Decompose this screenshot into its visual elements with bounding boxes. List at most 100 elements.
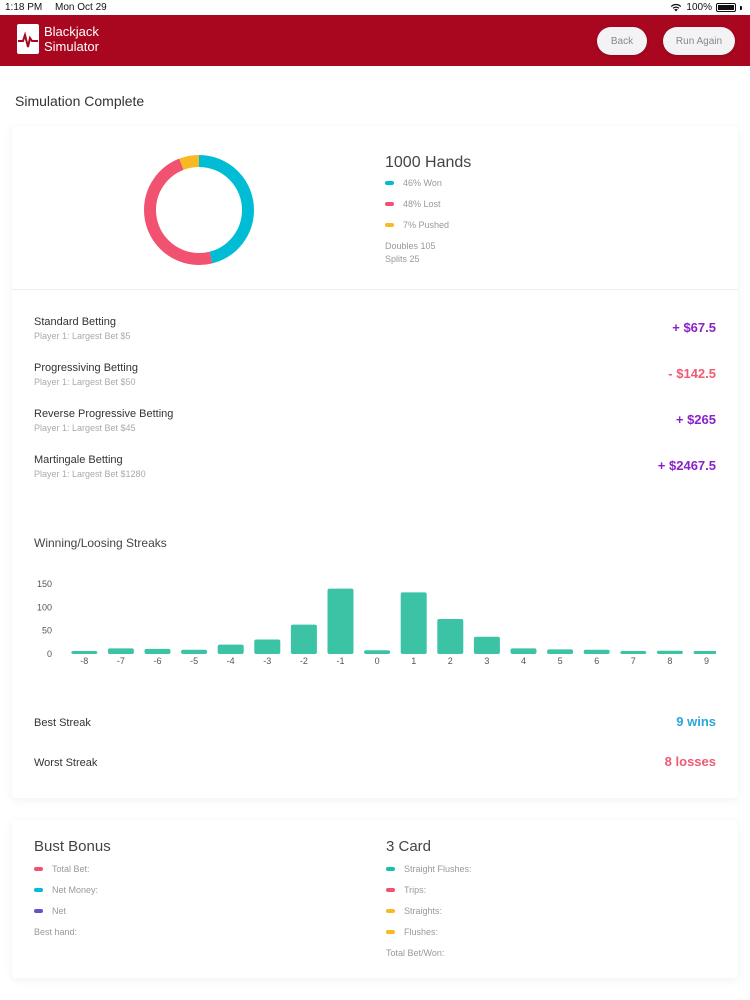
- streak-bar: [400, 592, 427, 654]
- best-streak-label: Best Streak: [34, 717, 91, 729]
- status-time: 1:18 PM: [5, 2, 43, 13]
- bust-bonus-net-money: Net Money:: [34, 885, 98, 895]
- x-tick-label: 4: [521, 656, 526, 666]
- x-tick-label: 8: [667, 656, 672, 666]
- x-tick-label: -5: [190, 656, 198, 666]
- streak-bar: [693, 651, 716, 654]
- worst-streak-row: Worst Streak 8 losses: [34, 754, 716, 774]
- bet-amount: + $265: [675, 412, 716, 427]
- bet-amount: + $2467.5: [657, 458, 716, 473]
- streak-bar: [71, 651, 98, 654]
- streak-bar: [364, 650, 391, 654]
- app-logo: Blackjack Simulator: [16, 23, 99, 55]
- bet-subtitle: Player 1: Largest Bet $50: [34, 377, 136, 387]
- x-tick-label: 0: [375, 656, 380, 666]
- streaks-bar-chart: 150 100 50 0 -8 -7 -6 -5 -4 -3 -2 -1 0 1 2 3 4 5 6 7 8 9: [37, 579, 716, 666]
- app-header: Blackjack Simulator Back Run Again: [0, 15, 750, 66]
- streak-bar: [217, 644, 244, 654]
- status-bar: 1:18 PM Mon Oct 29 100%: [0, 0, 750, 15]
- back-button[interactable]: Back: [597, 27, 647, 55]
- x-tick-label: 6: [594, 656, 599, 666]
- total-bet-swatch: [34, 867, 43, 871]
- streak-bar: [437, 619, 464, 654]
- three-card-title: 3 Card: [386, 838, 432, 855]
- three-card-straight-flushes: Straight Flushes:: [386, 864, 472, 874]
- x-tick-label: -7: [117, 656, 125, 666]
- brand-line-1: Blackjack: [44, 24, 99, 39]
- won-swatch: [385, 181, 394, 185]
- bet-name: Progressiving Betting: [34, 362, 138, 374]
- bet-subtitle: Player 1: Largest Bet $1280: [34, 469, 146, 479]
- doubles-count: Doubles 105: [385, 241, 436, 251]
- y-tick-label: 100: [37, 602, 52, 612]
- trips-swatch: [386, 888, 395, 892]
- section-divider: [12, 289, 738, 290]
- x-tick-label: 7: [631, 656, 636, 666]
- net-money-swatch: [34, 888, 43, 892]
- streaks-title: Winning/Loosing Streaks: [34, 536, 167, 550]
- trips-label: Trips:: [404, 885, 427, 895]
- streak-bar: [290, 624, 317, 654]
- bet-name: Reverse Progressive Betting: [34, 408, 174, 420]
- net-money-label: Net Money:: [52, 885, 99, 895]
- splits-count: Splits 25: [385, 254, 420, 264]
- lost-segment: [144, 155, 254, 265]
- won-label: 46% Won: [403, 178, 442, 188]
- pushed-swatch: [385, 223, 394, 227]
- bet-name: Martingale Betting: [34, 454, 123, 466]
- hands-title: 1000 Hands: [385, 154, 472, 171]
- betting-row-reverse-progressive: Reverse Progressive Betting Player 1: La…: [34, 408, 716, 438]
- straights-swatch: [386, 909, 395, 913]
- x-tick-label: 9: [704, 656, 709, 666]
- three-card-straights: Straights:: [386, 906, 442, 916]
- flushes-swatch: [386, 930, 395, 934]
- x-tick-label: -1: [336, 656, 344, 666]
- x-tick-label: -4: [227, 656, 235, 666]
- total-bet-label: Total Bet:: [52, 864, 90, 874]
- streak-bar: [181, 649, 208, 654]
- best-streak-value: 9 wins: [676, 714, 716, 729]
- streak-bar: [510, 648, 537, 654]
- bet-amount: + $67.5: [672, 320, 716, 335]
- run-again-button[interactable]: Run Again: [663, 27, 735, 55]
- bust-bonus-total-bet: Total Bet:: [34, 864, 90, 874]
- x-tick-label: 5: [558, 656, 563, 666]
- battery-percent: 100%: [686, 2, 712, 13]
- betting-row-standard: Standard Betting Player 1: Largest Bet $…: [34, 316, 716, 346]
- streak-bar: [254, 639, 281, 654]
- streak-bar: [473, 636, 500, 654]
- bet-subtitle: Player 1: Largest Bet $45: [34, 423, 136, 433]
- pushed-label: 7% Pushed: [403, 220, 450, 230]
- x-tick-label: 1: [411, 656, 416, 666]
- x-tick-label: -2: [300, 656, 308, 666]
- betting-row-martingale: Martingale Betting Player 1: Largest Bet…: [34, 454, 716, 484]
- battery-tip: [740, 5, 742, 10]
- betting-row-progressive: Progressiving Betting Player 1: Largest …: [34, 362, 716, 392]
- brand-line-2: Simulator: [44, 39, 99, 54]
- legend-won: 46% Won: [385, 178, 442, 188]
- streak-bar: [547, 649, 574, 654]
- y-tick-label: 0: [47, 649, 52, 659]
- lost-swatch: [385, 202, 394, 206]
- streak-bar: [107, 648, 134, 654]
- net-label: Net: [52, 906, 67, 916]
- pushed-segment: [144, 155, 254, 265]
- streak-bar: [620, 651, 647, 654]
- streak-bar: [656, 650, 683, 654]
- bust-bonus-title: Bust Bonus: [34, 838, 111, 855]
- x-tick-label: 2: [448, 656, 453, 666]
- straight-flushes-swatch: [386, 867, 395, 871]
- x-tick-label: -6: [153, 656, 161, 666]
- total-bet-won-label: Total Bet/Won:: [386, 948, 445, 958]
- bust-bonus-net: Net: [34, 906, 66, 916]
- flushes-label: Flushes:: [404, 927, 439, 937]
- best-hand-label: Best hand:: [34, 927, 78, 937]
- worst-streak-label: Worst Streak: [34, 757, 98, 769]
- three-card-trips: Trips:: [386, 885, 426, 895]
- results-card: 1000 Hands 46% Won 48% Lost 7% Pushed Do…: [12, 126, 738, 798]
- battery-icon: [716, 3, 736, 12]
- status-date: Mon Oct 29: [55, 2, 107, 13]
- legend-pushed: 7% Pushed: [385, 220, 449, 230]
- x-tick-label: 3: [484, 656, 489, 666]
- streak-bar: [583, 649, 610, 654]
